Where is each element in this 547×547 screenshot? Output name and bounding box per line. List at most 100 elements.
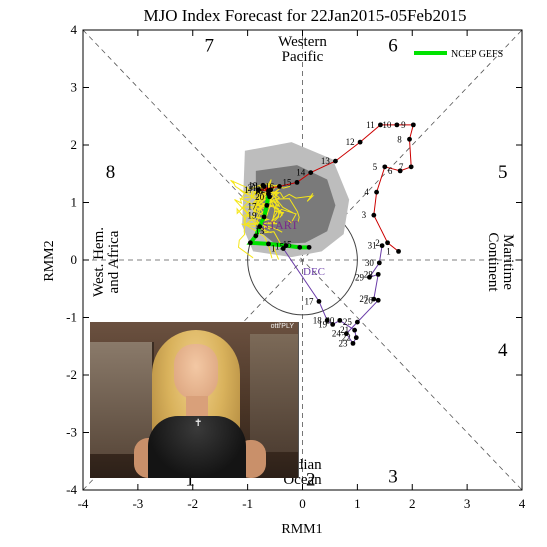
data-point xyxy=(382,164,388,170)
region-label-right: Maritime xyxy=(500,234,516,290)
data-point xyxy=(306,244,312,250)
data-point xyxy=(257,224,263,230)
region-label-left: West. Hem. xyxy=(91,227,107,297)
data-point xyxy=(330,322,336,327)
data-point xyxy=(277,184,282,189)
data-point xyxy=(354,319,360,325)
series-line-observed_dec xyxy=(282,245,383,345)
x-axis-label: RMM1 xyxy=(281,522,322,537)
point-day-label: 9 xyxy=(401,120,406,130)
data-point xyxy=(283,243,289,249)
point-day-label: 3 xyxy=(362,210,367,220)
y-axis-label: RMM2 xyxy=(42,240,57,281)
point-day-label: 16 xyxy=(265,181,275,191)
y-tick-label: -1 xyxy=(66,310,77,325)
data-point xyxy=(353,335,359,341)
point-day-label: 20 xyxy=(255,192,265,202)
data-point xyxy=(352,327,358,333)
data-point xyxy=(410,122,416,128)
point-day-label: 12 xyxy=(346,137,355,147)
phase-number: 1 xyxy=(185,470,195,491)
data-point xyxy=(407,136,412,142)
data-point xyxy=(374,189,379,195)
data-point xyxy=(297,244,303,250)
data-point xyxy=(367,274,372,280)
point-day-label: 19 xyxy=(318,319,328,329)
ensemble-member-track xyxy=(230,179,269,199)
data-point xyxy=(294,179,300,185)
point-day-label: 31 xyxy=(368,241,377,251)
phase-number: 4 xyxy=(498,340,508,361)
point-day-label: 20 xyxy=(325,315,335,325)
forecast-day-label: 21 xyxy=(248,183,257,193)
data-point xyxy=(408,164,414,170)
phase-number: 3 xyxy=(388,467,398,488)
point-day-label: 17 xyxy=(244,185,254,195)
forecast-day-label: 17 xyxy=(248,201,258,211)
point-day-label: 11 xyxy=(366,120,375,130)
data-point xyxy=(350,340,356,346)
data-point xyxy=(266,191,271,197)
data-point xyxy=(264,202,270,208)
inset-photo: ✝ ottl'PLY xyxy=(90,322,299,478)
region-label-top: Western xyxy=(278,34,327,50)
legend-label: NCEP GEFS xyxy=(451,49,503,60)
point-day-label: 22 xyxy=(256,185,265,195)
data-point xyxy=(324,317,330,323)
phase-divider-lines xyxy=(82,29,523,491)
region-label-left: and Africa xyxy=(106,230,122,293)
ensemble-member-track xyxy=(241,192,272,221)
data-point xyxy=(337,317,343,323)
data-point xyxy=(375,271,381,277)
point-day-label: 1 xyxy=(271,244,276,254)
series-line-observed_jan xyxy=(258,124,414,252)
point-day-label: 1 xyxy=(386,246,391,256)
data-point xyxy=(371,296,377,302)
point-day-label: 8 xyxy=(397,134,402,144)
ensemble-member-track xyxy=(266,191,297,225)
x-tick-label: 0 xyxy=(299,496,306,511)
point-day-label: 7 xyxy=(399,162,404,172)
point-day-label: 19 xyxy=(248,180,258,190)
y-tick-label: -3 xyxy=(66,425,77,440)
phase-number: 2 xyxy=(306,470,316,491)
data-point xyxy=(376,260,382,266)
x-tick-label: 2 xyxy=(409,496,416,511)
data-point xyxy=(385,240,390,246)
region-label-top: Pacific xyxy=(282,49,324,65)
data-point xyxy=(256,187,261,193)
data-point xyxy=(247,240,253,246)
phase-number: 8 xyxy=(106,162,116,183)
data-point xyxy=(344,331,349,336)
y-tick-label: -4 xyxy=(66,482,77,497)
point-day-label: 21 xyxy=(340,325,349,335)
x-tick-label: 3 xyxy=(464,496,471,511)
dec-label: DEC xyxy=(303,266,325,278)
data-point xyxy=(378,122,383,128)
ensemble-member-track xyxy=(239,183,291,199)
legend: NCEP GEFS xyxy=(414,49,503,60)
data-point xyxy=(308,170,314,176)
phase-number: 5 xyxy=(498,162,508,183)
data-point xyxy=(397,168,403,174)
ensemble-member-track xyxy=(251,188,294,214)
forecast-day-label: 15 xyxy=(275,242,285,252)
point-day-label: 22 xyxy=(342,333,351,343)
point-day-label: 29 xyxy=(355,272,365,282)
point-day-label: 15 xyxy=(283,177,293,187)
point-day-label: 21 xyxy=(250,181,259,191)
start-label: START xyxy=(262,218,299,232)
ensemble-member-track xyxy=(267,179,315,202)
point-day-label: 28 xyxy=(364,269,374,279)
point-day-label: 17 xyxy=(304,296,314,306)
point-day-label: 2 xyxy=(375,238,380,248)
y-tick-label: 3 xyxy=(71,80,78,95)
data-point xyxy=(253,233,259,239)
y-tick-label: -2 xyxy=(66,367,77,382)
point-day-label: 5 xyxy=(373,162,378,172)
y-tick-label: 4 xyxy=(71,22,78,37)
data-point xyxy=(371,212,377,218)
